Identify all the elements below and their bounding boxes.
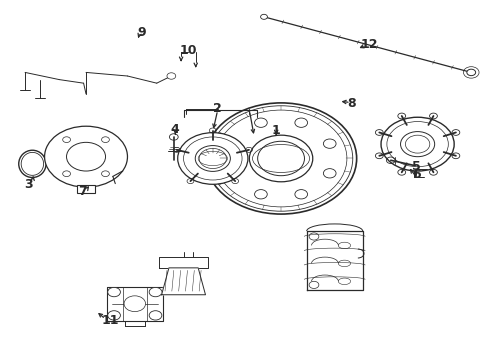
Circle shape	[107, 311, 120, 320]
Circle shape	[294, 118, 307, 127]
Polygon shape	[306, 231, 362, 290]
Circle shape	[124, 296, 145, 312]
Circle shape	[66, 142, 105, 171]
Circle shape	[380, 117, 453, 171]
Polygon shape	[106, 287, 163, 321]
Circle shape	[62, 171, 70, 177]
Circle shape	[62, 137, 70, 143]
FancyBboxPatch shape	[77, 185, 95, 193]
Circle shape	[260, 14, 267, 19]
Circle shape	[149, 311, 162, 320]
Circle shape	[249, 135, 312, 182]
Circle shape	[102, 171, 109, 177]
Text: 10: 10	[179, 44, 197, 57]
Text: 5: 5	[411, 160, 420, 173]
Circle shape	[102, 137, 109, 143]
Text: 2: 2	[213, 102, 222, 115]
Text: 9: 9	[138, 26, 146, 39]
Ellipse shape	[19, 150, 46, 177]
Circle shape	[205, 103, 356, 214]
Circle shape	[177, 133, 247, 184]
Circle shape	[225, 168, 238, 178]
Text: 1: 1	[271, 124, 280, 137]
Circle shape	[294, 190, 307, 199]
Text: 11: 11	[102, 314, 119, 327]
Text: 6: 6	[411, 168, 420, 181]
Text: 3: 3	[24, 178, 33, 191]
Text: 4: 4	[170, 123, 179, 136]
Text: 12: 12	[359, 38, 377, 51]
Circle shape	[149, 287, 162, 297]
Circle shape	[166, 73, 175, 79]
Circle shape	[107, 287, 120, 297]
Circle shape	[44, 126, 127, 187]
Circle shape	[323, 168, 335, 178]
Circle shape	[254, 118, 267, 127]
Polygon shape	[159, 257, 207, 268]
Circle shape	[323, 139, 335, 148]
Circle shape	[254, 190, 267, 199]
Circle shape	[466, 69, 475, 76]
Text: 7: 7	[78, 185, 87, 198]
Polygon shape	[161, 268, 205, 295]
Text: 8: 8	[347, 98, 355, 111]
Circle shape	[225, 139, 238, 148]
